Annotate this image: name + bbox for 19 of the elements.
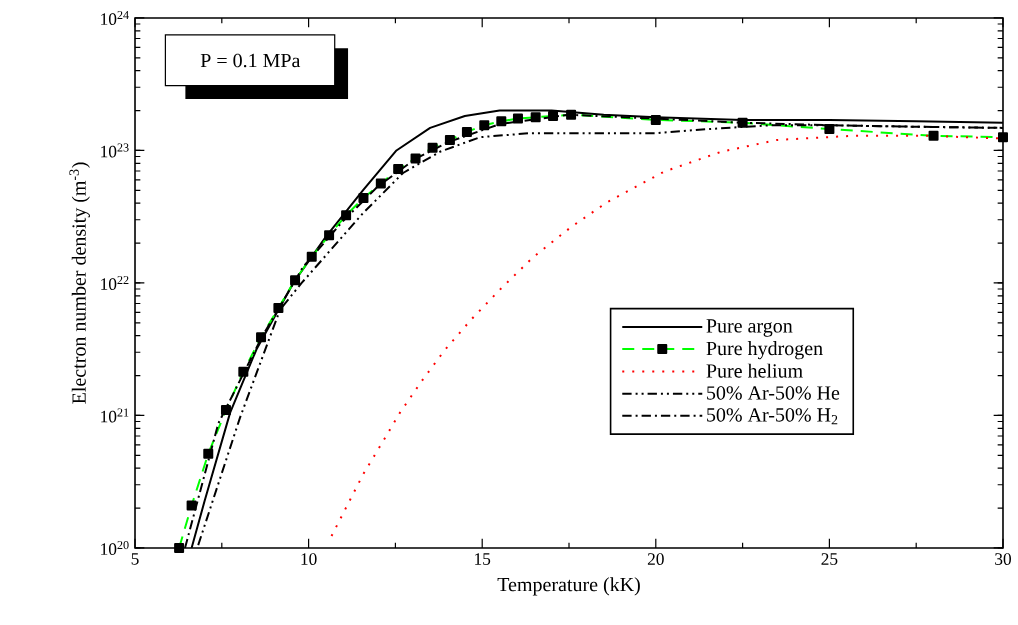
y-tick-label: 10$^{22}$ <box>101 275 129 290</box>
x-tick-label: 5 <box>131 553 139 565</box>
x-axis-title: Temperature (kK) <box>497 577 640 596</box>
legend-label: Pure helium <box>706 363 803 378</box>
y-axis-title: Electron number density (m$^{-3}$) <box>69 162 90 404</box>
legend-label: Pure hydrogen <box>706 341 823 360</box>
legend-label: Pure argon <box>706 319 793 337</box>
legend-label: 50% Ar-50% He <box>707 386 840 400</box>
x-tick-label: 20 <box>647 553 664 565</box>
x-tick-label: 30 <box>995 553 1011 565</box>
y-tick-label: 10$^{21}$ <box>101 408 129 423</box>
y-tick-label: 10$^{20}$ <box>101 540 129 555</box>
legend-label: 50% Ar-50% H$_{2}$ <box>707 408 838 425</box>
x-tick-label: 25 <box>821 553 838 565</box>
x-tick-label: 15 <box>475 553 491 565</box>
annotation: P = 0.1 MPa <box>200 53 301 68</box>
x-tick-label: 10 <box>301 553 317 565</box>
y-tick-label: 10$^{24}$ <box>101 10 129 25</box>
y-tick-label: 10$^{23}$ <box>101 143 129 158</box>
